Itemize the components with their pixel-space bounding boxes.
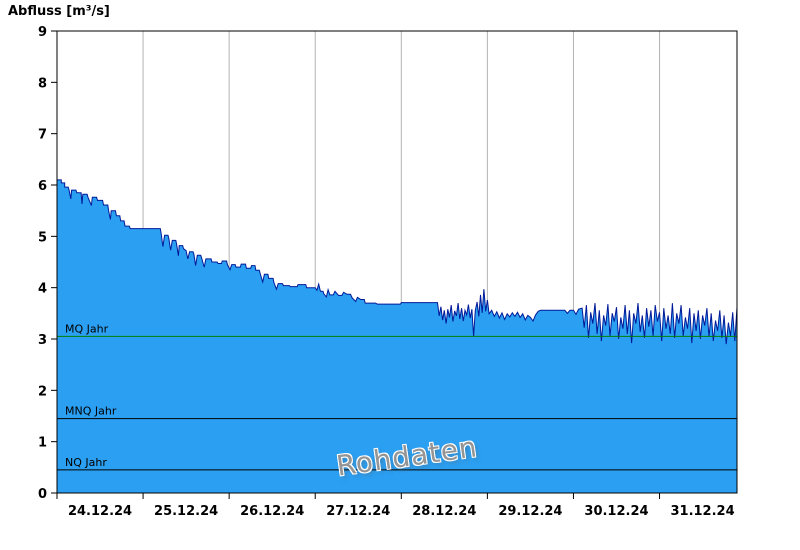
y-tick-label: 5	[38, 230, 47, 245]
x-tick-label: 29.12.24	[498, 504, 562, 519]
x-tick-label: 30.12.24	[584, 504, 648, 519]
y-tick-label: 7	[38, 128, 47, 143]
y-tick-label: 9	[38, 25, 47, 40]
reference-line-label-nq-jahr: NQ Jahr	[65, 456, 107, 469]
y-tick-label: 8	[38, 76, 47, 91]
x-tick-label: 25.12.24	[154, 504, 218, 519]
y-tick-label: 3	[38, 333, 47, 348]
y-tick-label: 1	[38, 436, 47, 451]
y-tick-label: 6	[38, 179, 47, 194]
x-tick-label: 27.12.24	[326, 504, 390, 519]
x-tick-label: 28.12.24	[412, 504, 476, 519]
x-tick-label: 26.12.24	[240, 504, 304, 519]
x-tick-label: 31.12.24	[670, 504, 734, 519]
reference-line-label-mq-jahr: MQ Jahr	[65, 322, 109, 335]
y-axis-title: Abfluss [m³/s]	[8, 4, 110, 19]
y-tick-label: 2	[38, 384, 47, 399]
reference-line-label-mnq-jahr: MNQ Jahr	[65, 405, 117, 418]
discharge-line	[57, 179, 738, 345]
y-tick-label: 0	[38, 487, 47, 502]
y-tick-label: 4	[38, 282, 47, 297]
plot-frame	[56, 30, 738, 494]
x-tick-label: 24.12.24	[68, 504, 132, 519]
